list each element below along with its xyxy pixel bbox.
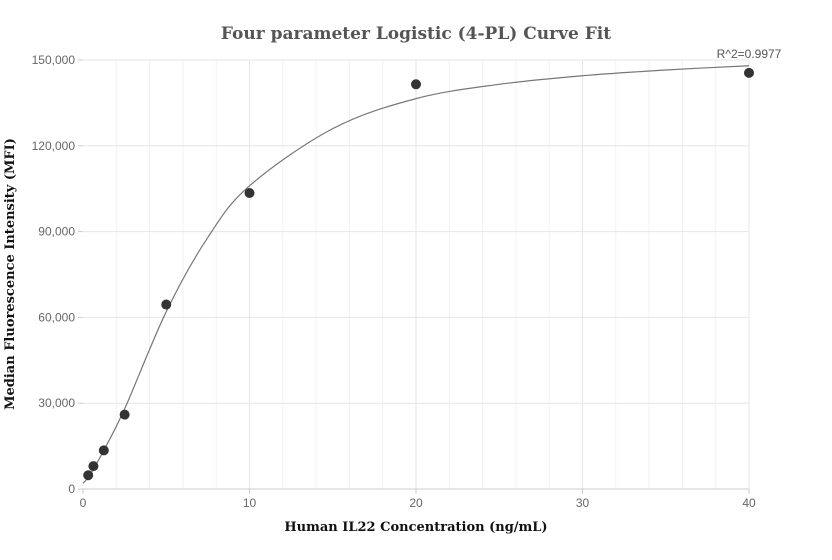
x-tick-label: 30	[576, 496, 590, 510]
y-tick-label: 150,000	[32, 53, 76, 67]
chart-title: Four parameter Logistic (4-PL) Curve Fit	[221, 24, 611, 44]
data-point	[411, 79, 421, 90]
y-tick-label: 30,000	[38, 396, 75, 410]
data-points	[83, 67, 754, 481]
y-tick-label: 90,000	[38, 225, 75, 239]
data-point	[83, 470, 94, 481]
fit-curve	[82, 65, 750, 484]
minor-grid	[115, 60, 717, 489]
major-grid	[83, 59, 750, 489]
x-tick-label: 10	[243, 496, 257, 510]
data-point	[119, 409, 130, 420]
y-axis-title: Median Fluorescence Intensity (MFI)	[3, 138, 18, 410]
y-tick-label: 120,000	[32, 139, 76, 153]
r-squared-annotation: R^2=0.9977	[717, 47, 782, 61]
x-tick-label: 40	[742, 496, 756, 510]
data-point	[98, 445, 109, 456]
x-ticks: 0 10 20 30 40	[80, 489, 756, 510]
data-point	[161, 299, 172, 310]
y-ticks: 0 30,000 60,000 90,000 120,000 150,000	[32, 53, 83, 496]
x-axis-title: Human IL22 Concentration (ng/mL)	[284, 520, 547, 535]
y-tick-label: 60,000	[38, 310, 75, 324]
x-tick-label: 20	[409, 496, 423, 510]
data-point	[744, 67, 754, 78]
y-tick-label: 0	[68, 482, 75, 496]
x-tick-label: 0	[80, 496, 87, 510]
data-point	[88, 461, 99, 472]
data-point	[244, 187, 255, 198]
